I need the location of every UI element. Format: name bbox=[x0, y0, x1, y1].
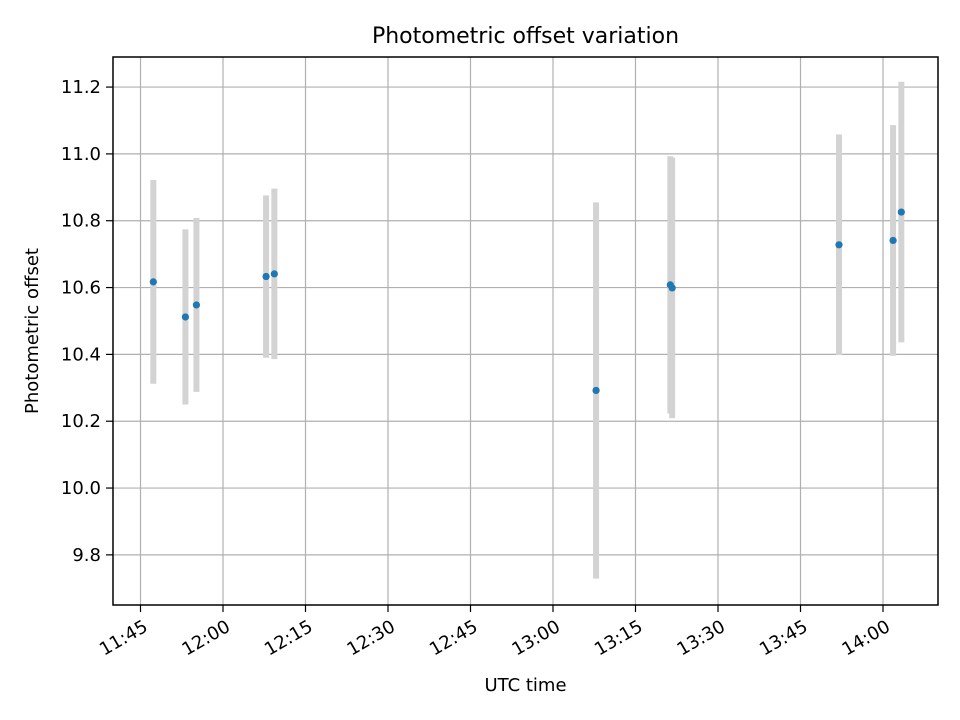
data-point bbox=[835, 241, 843, 249]
plot-frame bbox=[112, 56, 939, 606]
data-point bbox=[181, 313, 190, 321]
y-tick-label: 11.2 bbox=[61, 77, 101, 98]
y-tick-label: 10.0 bbox=[61, 478, 101, 499]
x-tick-label: 14:00 bbox=[838, 616, 893, 660]
y-tick-label: 10.4 bbox=[61, 344, 101, 365]
x-axis-label: UTC time bbox=[484, 675, 566, 696]
y-tick-label: 10.6 bbox=[61, 278, 101, 299]
grid-lines bbox=[113, 57, 938, 605]
x-tick-label: 13:45 bbox=[756, 616, 811, 660]
data-point bbox=[270, 270, 278, 278]
data-point bbox=[149, 278, 157, 286]
y-axis-ticks: 9.8 10.0 10.2 10.4 10.6 10.8 11.0 11.2 bbox=[61, 77, 113, 566]
x-axis-ticks: 11:45 12:00 12:15 12:30 12:45 13:00 13:15 13:30… bbox=[96, 605, 894, 660]
data-point bbox=[897, 208, 905, 216]
y-tick-label: 11.0 bbox=[61, 144, 101, 165]
data-point bbox=[192, 301, 201, 309]
data-point bbox=[668, 284, 676, 292]
x-tick-label: 12:45 bbox=[426, 616, 481, 660]
error-bars bbox=[150, 81, 905, 579]
x-tick-label: 12:00 bbox=[178, 616, 233, 660]
data-point bbox=[592, 386, 600, 395]
x-tick-label: 12:30 bbox=[343, 616, 398, 660]
y-axis-label: Photometric offset bbox=[22, 248, 43, 414]
x-tick-label: 11:45 bbox=[96, 616, 151, 660]
data-point bbox=[889, 236, 897, 245]
y-tick-label: 10.8 bbox=[61, 211, 101, 232]
y-tick-label: 10.2 bbox=[61, 411, 101, 432]
x-tick-label: 13:15 bbox=[591, 616, 646, 660]
chart-title: Photometric offset variation bbox=[372, 24, 679, 49]
y-tick-label: 9.8 bbox=[72, 545, 101, 566]
x-tick-label: 12:15 bbox=[261, 616, 316, 660]
x-tick-label: 13:30 bbox=[673, 616, 728, 660]
data-point bbox=[262, 272, 270, 281]
x-tick-label: 13:00 bbox=[508, 616, 563, 660]
data-points bbox=[149, 208, 905, 395]
